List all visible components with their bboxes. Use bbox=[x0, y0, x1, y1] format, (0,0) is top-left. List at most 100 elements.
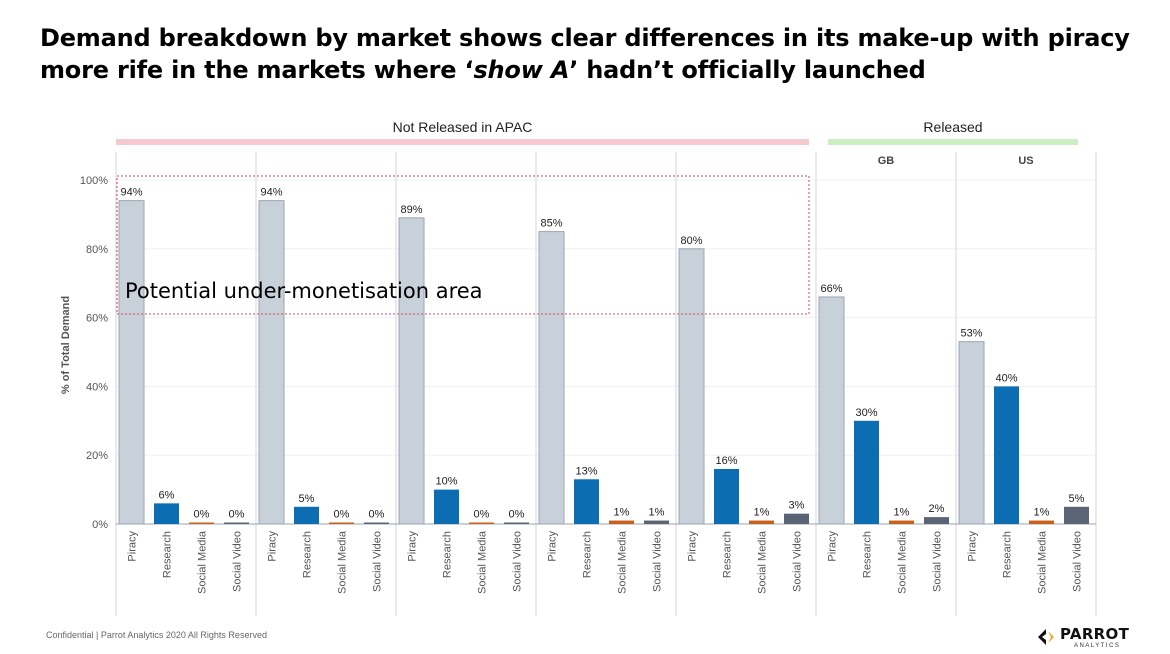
logo-sub: ANALYTICS bbox=[1074, 643, 1121, 649]
category-label: Social Video bbox=[512, 531, 524, 592]
title-emphasis: show A bbox=[473, 56, 570, 84]
parrot-logo-mark-icon bbox=[1038, 629, 1054, 645]
bar-value-label: 89% bbox=[400, 204, 422, 216]
bar-value-label: 1% bbox=[1034, 507, 1050, 519]
y-tick-label: 0% bbox=[92, 519, 108, 531]
bar bbox=[994, 386, 1019, 524]
bar bbox=[1029, 520, 1054, 524]
y-tick-label: 20% bbox=[86, 450, 108, 462]
bar bbox=[538, 231, 565, 525]
under-monetisation-label: Potential under-monetisation area bbox=[125, 279, 483, 303]
y-tick-label: 80% bbox=[86, 244, 108, 256]
category-label: Research bbox=[162, 531, 174, 578]
category-label: Piracy bbox=[407, 531, 419, 562]
y-tick-label: 40% bbox=[86, 381, 108, 393]
category-label: Social Media bbox=[477, 530, 489, 594]
group-label-released: Released bbox=[923, 119, 983, 135]
bar bbox=[958, 341, 985, 525]
bar bbox=[224, 522, 249, 524]
bar bbox=[854, 420, 879, 524]
bar bbox=[469, 522, 494, 524]
group-band-released bbox=[828, 139, 1078, 145]
bar-value-label: 3% bbox=[789, 500, 805, 512]
category-label: Research bbox=[582, 531, 594, 578]
bar-value-label: 1% bbox=[894, 507, 910, 519]
bar-value-label: 0% bbox=[194, 509, 210, 521]
y-tick-label: 60% bbox=[86, 313, 108, 325]
category-label: Research bbox=[442, 531, 454, 578]
category-label: Piracy bbox=[547, 531, 559, 562]
slide-title: Demand breakdown by market shows clear d… bbox=[40, 22, 1140, 86]
bar bbox=[118, 200, 145, 525]
y-tick-label: 100% bbox=[80, 175, 108, 187]
bar bbox=[154, 503, 179, 524]
bar bbox=[574, 479, 599, 524]
bar-value-label: 16% bbox=[715, 455, 737, 467]
bar bbox=[784, 513, 809, 524]
category-label: Social Video bbox=[232, 531, 244, 592]
category-label: Research bbox=[862, 531, 874, 578]
bar-value-label: 10% bbox=[435, 476, 457, 488]
bar bbox=[889, 520, 914, 524]
y-axis-title: % of Total Demand bbox=[60, 296, 72, 394]
bar-value-label: 94% bbox=[120, 187, 142, 199]
bar-value-label: 30% bbox=[855, 407, 877, 419]
category-label: Research bbox=[302, 531, 314, 578]
bar-value-label: 53% bbox=[960, 328, 982, 340]
bar bbox=[609, 520, 634, 524]
parrot-logo: PARROT ANALYTICS bbox=[1034, 624, 1134, 652]
panel-header: US bbox=[1018, 155, 1033, 167]
panel-header: GB bbox=[878, 155, 895, 167]
category-label: Social Media bbox=[757, 530, 769, 594]
bar bbox=[749, 520, 774, 524]
bar-value-label: 94% bbox=[260, 187, 282, 199]
category-label: Social Video bbox=[932, 531, 944, 592]
bar-value-label: 2% bbox=[929, 503, 945, 515]
bar-value-label: 0% bbox=[334, 509, 350, 521]
bar bbox=[818, 296, 845, 525]
bar bbox=[329, 522, 354, 524]
logo-brand: PARROT bbox=[1060, 625, 1130, 643]
group-label-not-released: Not Released in APAC bbox=[392, 119, 533, 135]
bar-value-label: 0% bbox=[229, 509, 245, 521]
group-band-not-released bbox=[116, 139, 809, 145]
bar-value-label: 0% bbox=[474, 509, 490, 521]
category-label: Social Video bbox=[652, 531, 664, 592]
category-label: Social Video bbox=[1072, 531, 1084, 592]
category-label: Piracy bbox=[967, 531, 979, 562]
category-label: Social Video bbox=[372, 531, 384, 592]
category-label: Research bbox=[1002, 531, 1014, 578]
bar bbox=[258, 200, 285, 525]
category-label: Piracy bbox=[127, 531, 139, 562]
bar-value-label: 6% bbox=[159, 489, 175, 501]
bar-value-label: 1% bbox=[614, 507, 630, 519]
title-text-2: ’ hadn’t officially launched bbox=[569, 56, 926, 84]
category-label: Research bbox=[722, 531, 734, 578]
category-label: Piracy bbox=[687, 531, 699, 562]
bar bbox=[1064, 506, 1089, 524]
category-label: Social Media bbox=[1037, 530, 1049, 594]
category-label: Social Media bbox=[197, 530, 209, 594]
bar bbox=[189, 522, 214, 524]
title-text-1: Demand breakdown by market shows clear d… bbox=[40, 24, 1130, 84]
category-label: Social Media bbox=[337, 530, 349, 594]
bar-value-label: 13% bbox=[575, 465, 597, 477]
category-label: Piracy bbox=[827, 531, 839, 562]
bar bbox=[504, 522, 529, 524]
bar-value-label: 1% bbox=[649, 507, 665, 519]
bar-value-label: 1% bbox=[754, 507, 770, 519]
bar bbox=[924, 517, 949, 524]
category-label: Social Media bbox=[897, 530, 909, 594]
bar-value-label: 0% bbox=[369, 509, 385, 521]
bar-value-label: 66% bbox=[820, 283, 842, 295]
bar-value-label: 40% bbox=[995, 372, 1017, 384]
bar-value-label: 85% bbox=[540, 218, 562, 230]
bar bbox=[434, 489, 459, 524]
footer-confidential: Confidential | Parrot Analytics 2020 All… bbox=[46, 630, 267, 640]
bar bbox=[714, 468, 739, 524]
bar-value-label: 5% bbox=[1069, 493, 1085, 505]
bar bbox=[364, 522, 389, 524]
bar-value-label: 0% bbox=[509, 509, 525, 521]
under-monetisation-box bbox=[116, 175, 810, 315]
